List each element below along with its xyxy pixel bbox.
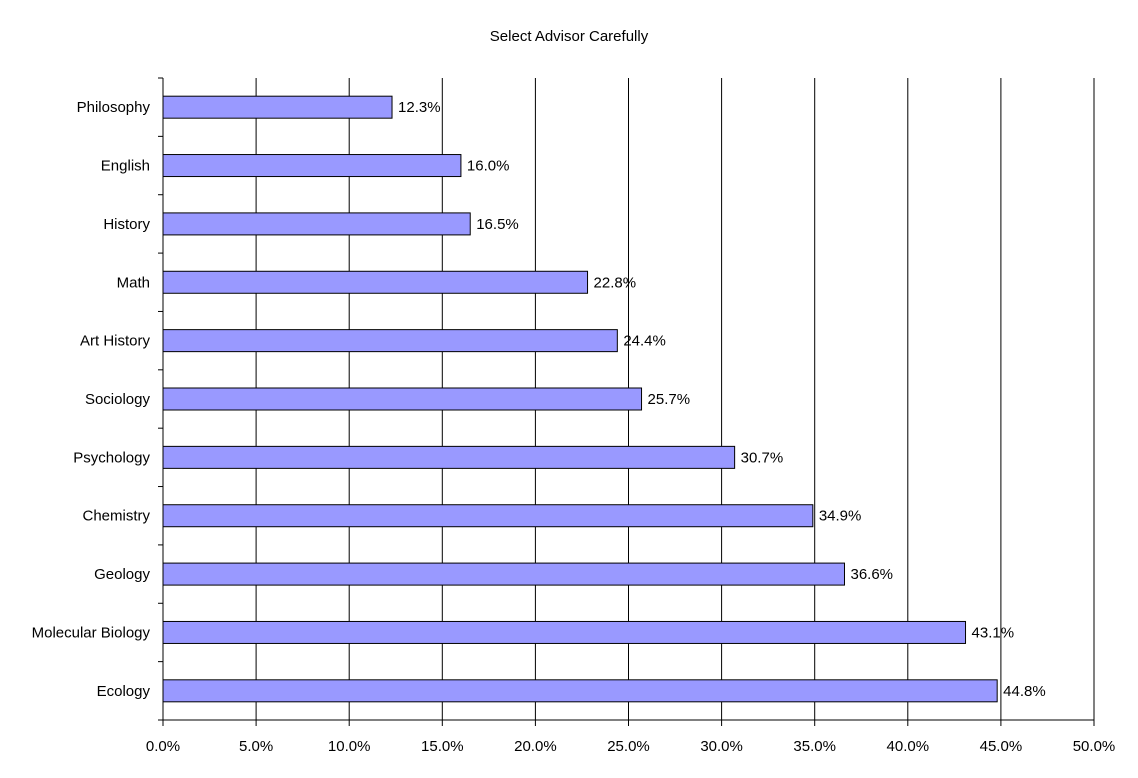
x-tick-label: 45.0% <box>980 738 1023 755</box>
data-label: 34.9% <box>819 508 862 525</box>
data-label: 16.0% <box>467 158 510 175</box>
bar <box>162 329 618 353</box>
bar <box>162 154 462 178</box>
data-label: 16.5% <box>476 216 519 233</box>
y-tick-label: Geology <box>94 566 150 583</box>
y-tick-label: Ecology <box>97 683 151 700</box>
x-tick-label: 20.0% <box>514 738 557 755</box>
bar <box>162 620 967 644</box>
x-tick-label: 50.0% <box>1073 738 1116 755</box>
x-tick-label: 25.0% <box>607 738 650 755</box>
y-tick-label: Math <box>117 274 150 291</box>
x-tick-label: 40.0% <box>887 738 930 755</box>
bar <box>162 679 998 703</box>
y-tick-label: Molecular Biology <box>32 624 151 641</box>
y-tick-label: Chemistry <box>82 508 150 525</box>
data-label: 43.1% <box>972 624 1015 641</box>
bar <box>162 387 643 411</box>
data-label: 30.7% <box>741 449 784 466</box>
bar <box>162 270 589 294</box>
data-label: 25.7% <box>648 391 691 408</box>
data-label: 36.6% <box>850 566 893 583</box>
bar <box>162 95 393 119</box>
y-tick-label: English <box>101 158 150 175</box>
x-tick-label: 35.0% <box>793 738 836 755</box>
x-tick-label: 15.0% <box>421 738 464 755</box>
x-tick-label: 30.0% <box>700 738 743 755</box>
chart-title: Select Advisor Carefully <box>489 28 649 45</box>
data-label: 24.4% <box>623 333 666 350</box>
y-tick-label: Sociology <box>85 391 151 408</box>
bar <box>162 445 736 469</box>
x-tick-label: 0.0% <box>146 738 180 755</box>
bar <box>162 212 471 236</box>
y-tick-label: History <box>103 216 150 233</box>
y-tick-label: Philosophy <box>77 99 151 116</box>
bar <box>162 504 814 528</box>
x-tick-label: 5.0% <box>239 738 273 755</box>
data-label: 12.3% <box>398 99 441 116</box>
data-label: 22.8% <box>594 274 637 291</box>
bar <box>162 562 845 586</box>
x-tick-label: 10.0% <box>328 738 371 755</box>
data-label: 44.8% <box>1003 683 1046 700</box>
y-tick-label: Psychology <box>73 449 150 466</box>
y-tick-label: Art History <box>80 333 151 350</box>
